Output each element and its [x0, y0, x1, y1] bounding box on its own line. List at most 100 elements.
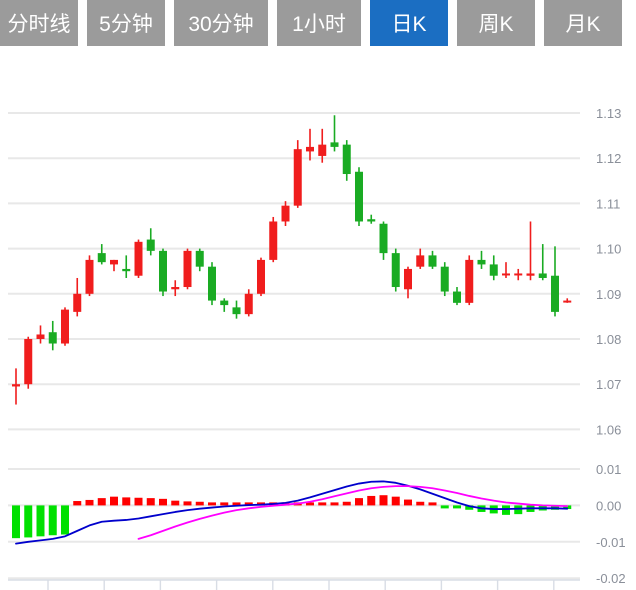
x-axis — [8, 579, 580, 590]
price-axis-tick-label: 1.08 — [596, 332, 621, 347]
candle-body — [122, 268, 131, 272]
candle-body — [428, 255, 437, 267]
candle-body — [293, 149, 302, 206]
candle-body — [538, 273, 547, 278]
candle-body — [514, 273, 523, 276]
macd-axis-tick-label: -0.01 — [596, 535, 626, 550]
candle-body — [244, 293, 253, 315]
macd-bar — [12, 505, 20, 539]
macd-bar — [244, 502, 253, 506]
tab-30min[interactable]: 30分钟 — [174, 0, 268, 46]
macd-bar — [379, 495, 388, 506]
candle-body — [183, 250, 192, 288]
candle-body — [551, 275, 559, 312]
macd-bar — [367, 495, 376, 506]
candle-body — [391, 253, 400, 288]
price-axis-tick-label: 1.10 — [596, 242, 621, 257]
candle-body — [171, 287, 180, 290]
candle-body — [12, 384, 20, 387]
macd-bar — [318, 502, 327, 506]
macd-bar — [208, 502, 216, 506]
macd-dea-line — [137, 485, 569, 540]
candle-body — [318, 144, 327, 156]
tab-dayk[interactable]: 日K — [370, 0, 448, 46]
candle-body — [110, 259, 118, 265]
candle-body — [85, 259, 94, 294]
macd-bar — [440, 505, 449, 509]
candle-body — [342, 144, 351, 175]
candle-body — [440, 266, 449, 292]
candle-body — [281, 205, 290, 222]
macd-axis-tick-label: -0.02 — [596, 571, 626, 586]
macd-bar — [220, 502, 229, 506]
candle-body — [367, 219, 376, 222]
candle-body — [489, 264, 498, 276]
macd-bar — [171, 500, 180, 506]
tab-weekk[interactable]: 周K — [457, 0, 535, 46]
candle-body — [404, 268, 412, 290]
macd-bar — [404, 499, 412, 506]
candle-body — [232, 307, 241, 315]
price-axis-tick-label: 1.07 — [596, 377, 621, 392]
candle-body — [24, 339, 33, 385]
candle-body — [269, 221, 278, 260]
candle-body — [379, 223, 388, 254]
macd-bar — [514, 505, 523, 515]
macd-bar — [110, 496, 118, 506]
macd-bar — [306, 502, 314, 506]
macd-bar — [183, 501, 192, 506]
candle-body — [477, 259, 486, 265]
macd-bar — [330, 502, 339, 506]
price-and-macd-chart[interactable]: 1.131.121.111.101.091.081.071.06 0.010.0… — [0, 46, 636, 590]
candle-body — [73, 293, 82, 312]
macd-axis-tick-label: 0.01 — [596, 462, 621, 477]
tab-5min[interactable]: 5分钟 — [87, 0, 165, 46]
chart-stage: 1.13 1.12 1.11 1.10 1.09 1.08 1.07 1.06 0.01 0.0… — [0, 46, 636, 590]
macd-lines — [15, 480, 569, 545]
price-axis-tick-label: 1.13 — [596, 106, 621, 121]
candle-body — [195, 250, 204, 267]
macd-bar — [195, 501, 204, 506]
macd-bar — [453, 505, 461, 509]
macd-bar — [146, 498, 155, 506]
candle-body — [355, 171, 363, 222]
macd-bar — [134, 497, 143, 506]
macd-bar — [159, 498, 167, 506]
timeframe-tab-bar[interactable]: 分时线 5分钟 30分钟 1小时 日K 周K 月K — [0, 0, 636, 46]
candle-body — [48, 332, 57, 344]
macd-bar — [563, 505, 572, 510]
macd-bar — [48, 505, 57, 536]
macd-bar — [85, 499, 94, 506]
price-axis-tick-label: 1.09 — [596, 287, 621, 302]
macd-bar — [36, 505, 45, 537]
candle-body — [97, 253, 106, 263]
macd-axis-labels: 0.01 0.00 -0.01 -0.02 — [596, 462, 626, 586]
candle-body — [330, 142, 339, 147]
tab-timeline[interactable]: 分时线 — [0, 0, 78, 46]
candle-body — [208, 266, 216, 301]
candle-body — [134, 241, 143, 276]
macd-bar — [465, 505, 474, 510]
tab-1hour[interactable]: 1小时 — [277, 0, 361, 46]
candle-body — [36, 334, 45, 339]
candle-body — [453, 291, 461, 303]
macd-bar — [61, 505, 69, 535]
macd-bar — [391, 496, 400, 506]
candle-body — [502, 273, 510, 276]
macd-bar — [355, 498, 363, 506]
macd-bar — [342, 501, 351, 506]
price-axis-tick-label: 1.12 — [596, 151, 621, 166]
candle-body — [146, 239, 155, 251]
candle-body — [563, 300, 572, 303]
macd-bar — [416, 501, 425, 506]
price-axis-labels: 1.13 1.12 1.11 1.10 1.09 1.08 1.07 1.06 — [596, 106, 621, 437]
macd-bar — [24, 505, 33, 538]
macd-bar — [97, 498, 106, 506]
macd-bar — [73, 501, 82, 506]
tab-monthk[interactable]: 月K — [544, 0, 622, 46]
price-axis-tick-label: 1.11 — [596, 196, 620, 211]
price-axis-tick-label: 1.06 — [596, 422, 621, 437]
candlestick-series — [12, 115, 572, 405]
candle-body — [257, 259, 265, 294]
candle-body — [416, 255, 425, 267]
